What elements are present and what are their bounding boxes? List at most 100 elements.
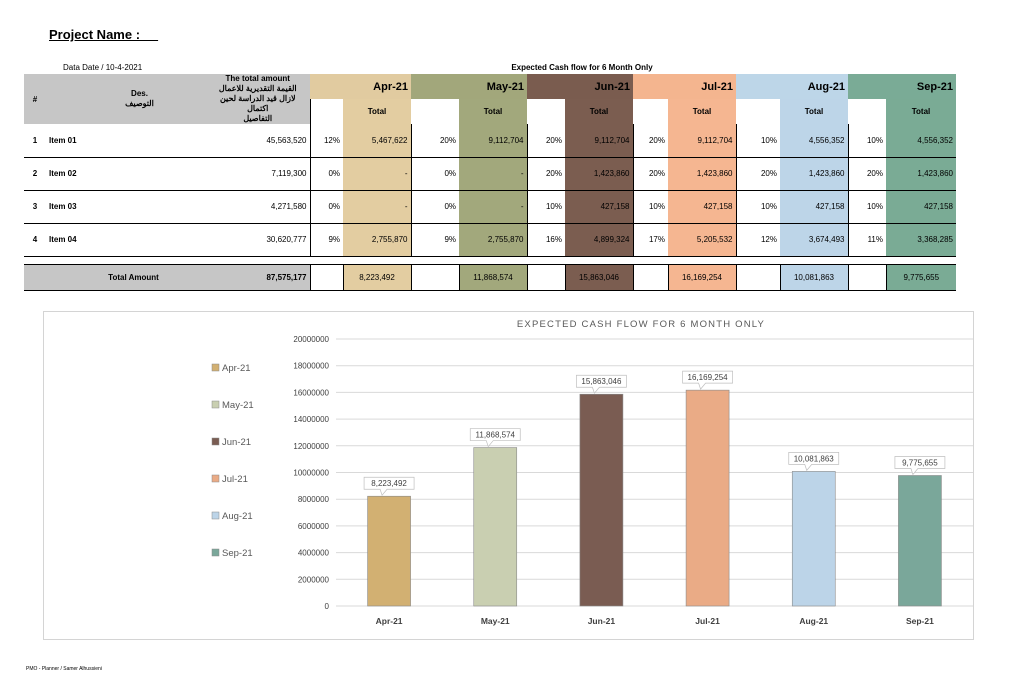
row-total: 30,620,777 [206, 223, 310, 257]
row-pct: 20% [847, 157, 886, 191]
y-tick-label: 2000000 [298, 575, 330, 584]
row-pct: 17% [632, 223, 668, 257]
y-tick-label: 14000000 [293, 415, 329, 424]
month-total-May-21: 11,868,574 [458, 263, 527, 291]
row-value: 1,423,860 [668, 157, 736, 191]
data-label: 16,169,254 [688, 373, 729, 382]
amount-header-line-4: التفاصيل [243, 114, 273, 123]
row-value: 3,368,285 [886, 223, 956, 257]
y-tick-label: 12000000 [293, 442, 329, 451]
legend-swatch-Jul-21 [211, 474, 220, 483]
row-item-name: Item 01 [46, 124, 206, 158]
row-number: 3 [24, 190, 46, 224]
spacer-row [24, 256, 956, 264]
y-tick-label: 4000000 [298, 549, 330, 558]
total-subheader: Total [780, 99, 848, 124]
row-value: 9,112,704 [459, 124, 527, 158]
row-pct: 20% [735, 157, 780, 191]
y-tick-label: 6000000 [298, 522, 330, 531]
month-header-Apr-21: Apr-21 [310, 74, 411, 99]
data-label: 9,775,655 [902, 458, 938, 467]
row-value: 4,899,324 [565, 223, 633, 257]
total-pct-empty [632, 263, 668, 291]
amount-header-line-3: لازال قيد الدراسة لحين اكتمال [219, 94, 296, 113]
total-subheader: Total [565, 99, 633, 124]
row-value: 5,467,622 [343, 124, 411, 158]
bar-Aug-21 [791, 471, 836, 607]
pct-subheader [633, 99, 668, 124]
row-value: 9,112,704 [668, 124, 736, 158]
data-label: 8,223,492 [371, 479, 407, 488]
bar-Jun-21 [579, 393, 624, 607]
x-tick-label: Sep-21 [906, 616, 934, 626]
month-total-Jun-21: 15,863,046 [564, 263, 633, 291]
row-pct: 0% [410, 190, 459, 224]
row-pct: 0% [309, 157, 343, 191]
row-value: 9,112,704 [565, 124, 633, 158]
row-value: 4,556,352 [886, 124, 956, 158]
x-tick-label: Jul-21 [695, 616, 720, 626]
row-value: - [459, 157, 527, 191]
des-ar-label: التوصيف [125, 99, 154, 108]
des-en-label: Des. [131, 89, 148, 98]
y-tick-label: 8000000 [298, 495, 330, 504]
table-row: 2 Item 02 7,119,300 0% -0% -20% 1,423,860 20% 1,… [24, 157, 956, 191]
row-value: 2,755,870 [459, 223, 527, 257]
data-label: 11,868,574 [476, 431, 516, 440]
bar-May-21 [473, 447, 518, 607]
row-number: 4 [24, 223, 46, 257]
row-pct: 20% [526, 157, 565, 191]
data-label-callout [682, 370, 733, 390]
month-header-Jul-21: Jul-21 [633, 74, 736, 99]
y-tick-label: 18000000 [293, 362, 329, 371]
x-tick-label: Apr-21 [376, 616, 403, 626]
col-hash-header: # [24, 74, 46, 124]
row-number: 1 [24, 124, 46, 158]
month-total-Sep-21: 9,775,655 [885, 263, 956, 291]
row-pct: 0% [309, 190, 343, 224]
row-value: - [343, 190, 411, 224]
grand-total: 87,575,177 [206, 263, 310, 291]
legend-swatch-Sep-21 [211, 548, 220, 557]
row-value: 3,674,493 [780, 223, 848, 257]
row-number: 2 [24, 157, 46, 191]
chart-svg: EXPECTED CASH FLOW FOR 6 MONTH ONLY 0 2000… [211, 319, 973, 626]
row-item-name: Item 03 [46, 190, 206, 224]
col-amount-header: The total amount القيمة التقديرية للاعمال… [206, 74, 310, 124]
legend-label-Apr-21: Apr-21 [222, 363, 251, 374]
col-description-header: Des. التوصيف [46, 74, 206, 124]
month-header-Aug-21: Aug-21 [736, 74, 848, 99]
data-date: Data Date / 10-4-2021 [63, 63, 143, 72]
data-label: 10,081,863 [794, 454, 835, 463]
row-pct: 0% [410, 157, 459, 191]
cash-flow-chart: EXPECTED CASH FLOW FOR 6 MONTH ONLY 0 2000… [43, 311, 974, 640]
row-value: 1,423,860 [565, 157, 633, 191]
table-row: 3 Item 03 4,271,580 0% -0% -10% 427,158 10% 427,… [24, 190, 956, 224]
y-tick-label: 10000000 [293, 469, 329, 478]
row-pct: 10% [526, 190, 565, 224]
row-value: - [343, 157, 411, 191]
pct-subheader [309, 99, 343, 124]
row-pct: 12% [309, 124, 343, 158]
row-value: 427,158 [565, 190, 633, 224]
amount-header-line-2: القيمة التقديرية للاعمال [218, 84, 297, 93]
data-label: 15,863,046 [581, 377, 622, 386]
legend-swatch-May-21 [211, 400, 220, 409]
row-value: 427,158 [668, 190, 736, 224]
x-tick-label: May-21 [481, 616, 510, 626]
total-pct-empty [309, 263, 343, 291]
legend-label-Jul-21: Jul-21 [222, 474, 248, 485]
total-amount-label: Total Amount [24, 263, 206, 291]
row-total: 7,119,300 [206, 157, 310, 191]
row-pct: 20% [410, 124, 459, 158]
footer-credit: PMO - Planner / Samer Alhussieni [26, 666, 102, 672]
bar-Jul-21 [685, 389, 730, 607]
bar-Apr-21 [367, 495, 411, 607]
bar-Sep-21 [898, 475, 942, 607]
pct-subheader [848, 99, 886, 124]
row-value: 1,423,860 [886, 157, 956, 191]
total-subheader: Total [343, 99, 411, 124]
legend-swatch-Jun-21 [211, 437, 220, 446]
data-label-callout [363, 476, 415, 496]
cash-flow-table: # Des. التوصيف The total amount القيمة التقد… [24, 74, 956, 291]
